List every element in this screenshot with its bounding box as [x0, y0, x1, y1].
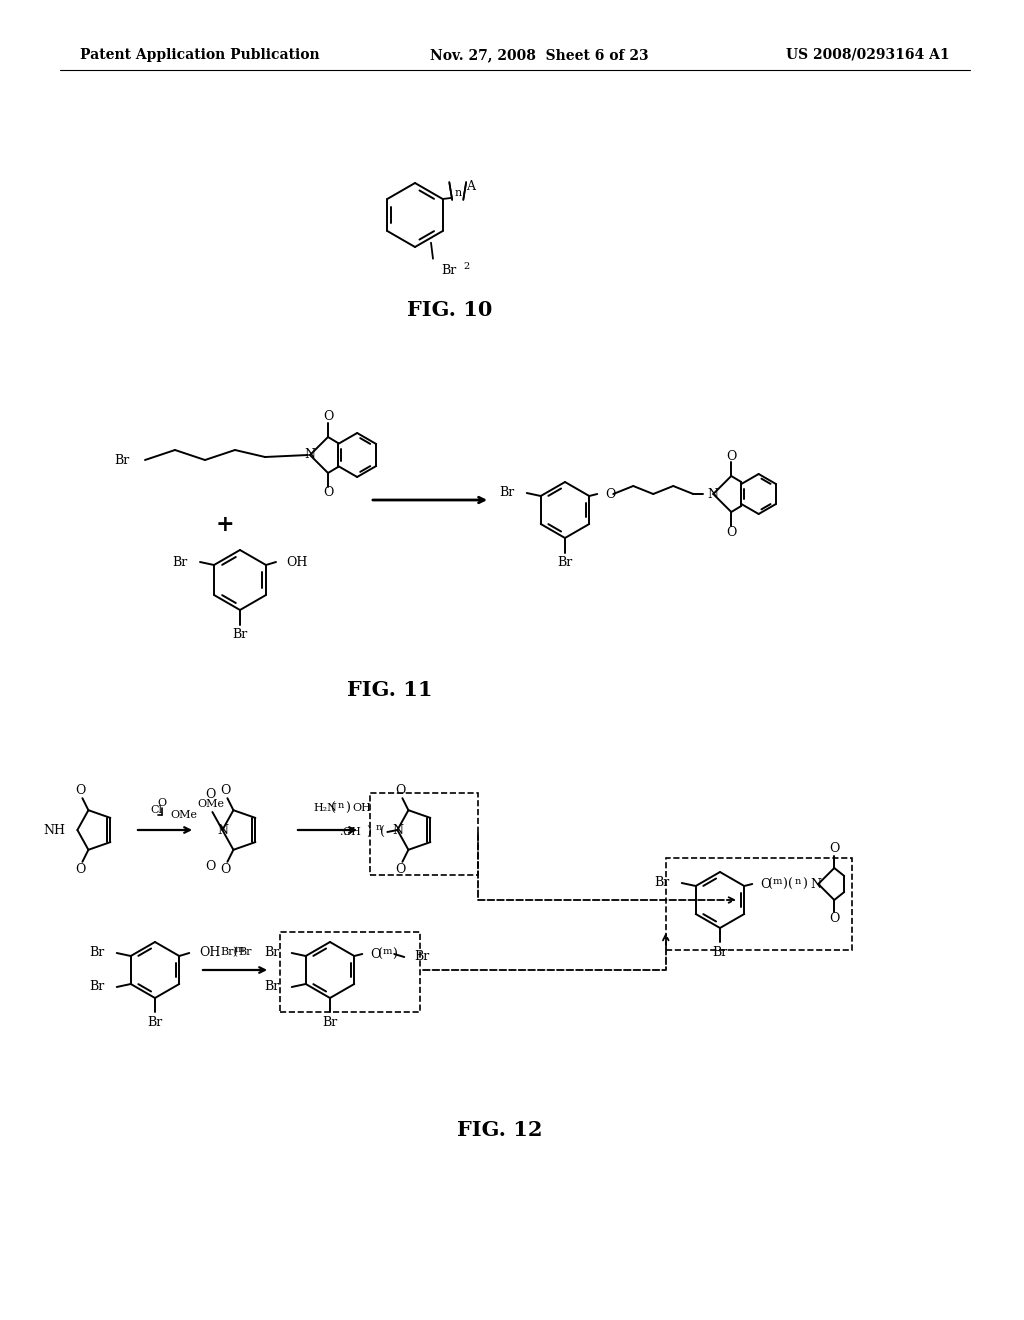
Text: N: N [304, 449, 315, 462]
Text: N: N [217, 824, 228, 837]
Text: Br: Br [238, 946, 252, 957]
Text: O: O [829, 912, 840, 925]
Text: m: m [383, 946, 392, 956]
Text: O: O [205, 859, 215, 873]
Bar [280, 932, 420, 1012]
Text: A: A [466, 181, 475, 194]
Text: n: n [454, 187, 462, 198]
Text: (: ( [787, 878, 793, 891]
Text: n: n [375, 824, 382, 833]
Text: +: + [216, 513, 234, 536]
Text: 2: 2 [463, 263, 469, 271]
Text: Br: Br [232, 628, 248, 642]
Text: Br: Br [173, 556, 188, 569]
Text: Br(: Br( [220, 946, 238, 957]
Text: Br: Br [654, 876, 670, 890]
Text: Br: Br [557, 557, 572, 569]
Text: FIG. 12: FIG. 12 [458, 1119, 543, 1140]
Text: Br: Br [500, 487, 515, 499]
Text: Br: Br [323, 1015, 338, 1028]
Text: O: O [605, 487, 615, 500]
Text: ): ) [231, 946, 237, 957]
Text: (: ( [768, 878, 773, 891]
Text: FIG. 11: FIG. 11 [347, 680, 433, 700]
Text: O: O [395, 784, 406, 797]
Text: N: N [392, 824, 402, 837]
Text: O: O [220, 863, 230, 876]
Text: m: m [772, 876, 782, 886]
Text: Br: Br [713, 945, 728, 958]
Text: OH: OH [286, 556, 307, 569]
Text: O: O [158, 799, 167, 808]
Text: O: O [760, 878, 771, 891]
Text: O: O [75, 784, 86, 797]
Text: O: O [323, 411, 333, 424]
Text: ): ) [781, 878, 786, 891]
Text: Br: Br [264, 981, 280, 994]
Text: O: O [726, 450, 736, 462]
Text: OH: OH [342, 828, 361, 837]
Text: O: O [395, 863, 406, 876]
Text: O: O [371, 948, 381, 961]
Bar [370, 793, 478, 875]
Text: m: m [234, 945, 245, 953]
Text: n: n [338, 800, 344, 809]
Text: Br: Br [89, 981, 104, 994]
Text: O: O [829, 842, 840, 855]
Text: (: ( [378, 948, 383, 961]
Text: FIG. 10: FIG. 10 [408, 300, 493, 319]
Text: O: O [726, 525, 736, 539]
Text: OH: OH [352, 803, 371, 813]
Text: O: O [323, 487, 333, 499]
Text: (: ( [332, 801, 337, 814]
Text: NH: NH [43, 824, 66, 837]
Text: ): ) [802, 878, 807, 891]
Text: ): ) [345, 801, 350, 814]
Text: Br: Br [147, 1015, 163, 1028]
Text: ): ) [367, 825, 372, 838]
Text: Patent Application Publication: Patent Application Publication [80, 48, 319, 62]
Text: H₂N: H₂N [313, 803, 337, 813]
Text: N: N [810, 878, 821, 891]
Bar [666, 858, 852, 950]
Text: Br: Br [441, 264, 457, 277]
Text: O: O [75, 863, 86, 876]
Text: OH: OH [200, 946, 220, 960]
Text: ): ) [392, 948, 396, 961]
Text: Br: Br [264, 946, 280, 960]
Text: ...: ... [340, 828, 350, 837]
Text: Br: Br [89, 946, 104, 960]
Text: N: N [708, 487, 718, 500]
Text: US 2008/0293164 A1: US 2008/0293164 A1 [786, 48, 950, 62]
Text: OMe: OMe [197, 799, 224, 809]
Text: Nov. 27, 2008  Sheet 6 of 23: Nov. 27, 2008 Sheet 6 of 23 [430, 48, 648, 62]
Text: Br: Br [115, 454, 130, 466]
Text: OMe: OMe [170, 810, 197, 820]
Text: Cl: Cl [150, 805, 162, 814]
Text: O: O [220, 784, 230, 797]
Text: Br: Br [415, 950, 429, 964]
Text: n: n [795, 876, 801, 886]
Text: (: ( [380, 825, 385, 838]
Text: O: O [205, 788, 215, 800]
